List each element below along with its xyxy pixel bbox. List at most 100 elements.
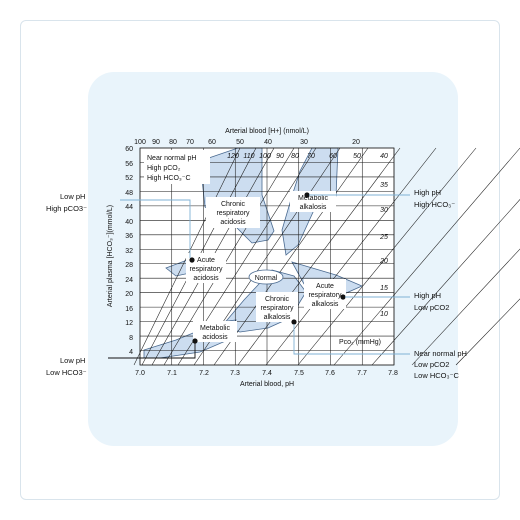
isobar-label: 70 xyxy=(307,153,315,160)
pco2-isobar xyxy=(163,147,295,366)
left-tick: 12 xyxy=(125,320,133,327)
pco2-axis-label: Pco₂ (mmHg) xyxy=(339,339,381,346)
left-tick: 56 xyxy=(125,161,133,168)
left-tick: 52 xyxy=(125,175,133,182)
marker-dot xyxy=(340,294,346,300)
pco2-isobar-top-labels: 120 110 100 90 80 70 60 50 40 xyxy=(227,153,388,160)
left-tick: 48 xyxy=(125,190,133,197)
isobar-label: 15 xyxy=(380,285,388,292)
bottom-tick: 7.6 xyxy=(325,370,335,377)
callout-text: Near normal pH xyxy=(414,349,467,358)
bottom-axis-ticks: 7.0 7.1 7.2 7.3 7.4 7.5 7.6 7.7 7.8 xyxy=(135,370,398,377)
top-axis-ticks: 100 90 80 70 60 50 40 30 20 xyxy=(134,139,360,146)
top-tick: 20 xyxy=(352,139,360,146)
plot-frame xyxy=(139,147,395,366)
left-tick: 16 xyxy=(125,306,133,313)
region-label: alkalosis xyxy=(300,204,327,211)
isobar-label: 50 xyxy=(353,153,361,160)
inset-box xyxy=(144,150,210,184)
callout-text: Low pCO2 xyxy=(414,303,449,312)
callout-text: High pH xyxy=(414,188,441,197)
isobar-label: 80 xyxy=(291,153,299,160)
callout-text: Low HCO₃⁻C xyxy=(414,371,460,380)
callout-text: High HCO₃⁻ xyxy=(414,200,455,209)
left-tick: 28 xyxy=(125,262,133,269)
region-label: Chronic xyxy=(221,201,246,208)
callout-text: Low pCO2 xyxy=(414,360,449,369)
bottom-tick: 7.8 xyxy=(388,370,398,377)
inset-line: High HCO₃⁻C xyxy=(147,175,191,182)
marker-dot xyxy=(304,192,310,198)
pco2-isobar xyxy=(411,248,520,366)
region-label: alkalosis xyxy=(264,314,291,321)
isobar-label: 110 xyxy=(243,153,254,160)
isobar-label: 25 xyxy=(379,234,388,241)
top-axis-title: Arterial blood [H+] (nmol/L) xyxy=(225,128,309,135)
bottom-tick: 7.0 xyxy=(135,370,145,377)
isobar-label: 120 xyxy=(227,153,239,160)
callouts-right: High pH High HCO₃⁻ High pH Low pCO2 Near… xyxy=(414,188,467,380)
pco2-isobar xyxy=(371,199,520,366)
top-tick: 30 xyxy=(300,139,308,146)
bottom-tick: 7.7 xyxy=(357,370,367,377)
callout-text: Low pH xyxy=(60,356,85,365)
isobar-label: 30 xyxy=(380,207,388,214)
pco2-isobar xyxy=(455,298,520,366)
top-tick: 90 xyxy=(152,139,160,146)
isobar-label: 35 xyxy=(380,182,388,189)
region-label: acidosis xyxy=(193,275,219,282)
callout-lines xyxy=(108,194,410,359)
top-tick: 70 xyxy=(186,139,194,146)
top-tick: 60 xyxy=(208,139,216,146)
region-label: Metabolic xyxy=(200,325,230,332)
inset-line: High pCO₂ xyxy=(147,165,181,172)
bottom-tick: 7.4 xyxy=(262,370,272,377)
left-tick: 40 xyxy=(125,219,133,226)
region-label: Acute xyxy=(316,283,334,290)
pco2-isobar xyxy=(297,147,477,366)
left-tick: 8 xyxy=(129,335,133,342)
bottom-tick: 7.1 xyxy=(167,370,177,377)
bottom-tick: 7.5 xyxy=(294,370,304,377)
left-axis-ticks: 60 56 52 48 44 40 36 32 28 24 20 16 12 8… xyxy=(125,146,133,356)
pco2-isobar xyxy=(213,147,369,366)
left-tick: 36 xyxy=(125,233,133,240)
isobar-label: 10 xyxy=(380,311,388,318)
callout-text: High pCO3⁻ xyxy=(46,204,87,213)
bottom-tick: 7.3 xyxy=(230,370,240,377)
region-label: alkalosis xyxy=(312,301,339,308)
left-tick: 44 xyxy=(125,204,133,211)
callouts-left: Low pH High pCO3⁻ Low pH Low HCO3⁻ xyxy=(46,192,87,377)
top-tick: 50 xyxy=(236,139,244,146)
left-tick: 32 xyxy=(125,248,133,255)
region-label: respiratory xyxy=(308,292,342,299)
region-label: Metabolic xyxy=(298,195,328,202)
marker-dot xyxy=(189,257,195,263)
callout-text: High pH xyxy=(414,291,441,300)
pco2-isobar xyxy=(333,147,520,366)
isobar-label: 100 xyxy=(259,153,271,160)
callout-text: Low pH xyxy=(60,192,85,201)
region-label-normal: Normal xyxy=(255,275,278,282)
marker-dot xyxy=(291,319,297,325)
region-label: Chronic xyxy=(265,296,290,303)
bottom-axis-title: Arterial blood, pH xyxy=(240,381,294,388)
top-tick: 100 xyxy=(134,139,146,146)
region-label: respiratory xyxy=(260,305,294,312)
region-label: acidosis xyxy=(202,334,228,341)
markers xyxy=(189,192,346,344)
isobar-label: 40 xyxy=(380,153,388,160)
region-label: Acute xyxy=(197,257,215,264)
pco2-isobar-right-labels: 35 30 25 20 15 10 xyxy=(379,182,388,318)
region-label: respiratory xyxy=(216,210,250,217)
left-axis-title: Arterial plasma [HCO₃⁻](mmol/L) xyxy=(107,205,114,307)
region-label: respiratory xyxy=(189,266,223,273)
bottom-tick: 7.2 xyxy=(199,370,209,377)
pco2-isobar xyxy=(237,147,401,366)
isobar-label: 90 xyxy=(276,153,284,160)
marker-dot xyxy=(192,338,198,344)
callout-text: Low HCO3⁻ xyxy=(46,368,87,377)
top-tick: 40 xyxy=(264,139,272,146)
left-tick: 20 xyxy=(125,291,133,298)
